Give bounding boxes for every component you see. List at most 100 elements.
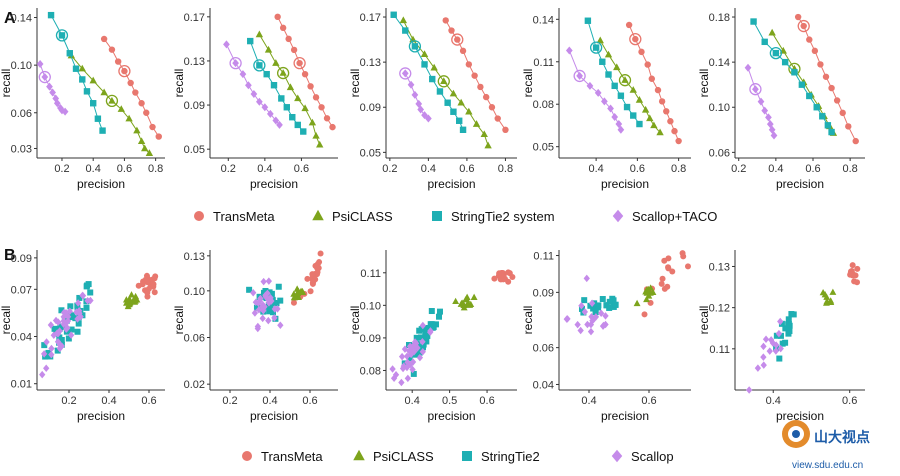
data-point <box>142 276 149 283</box>
y-tick-label: 0.10 <box>11 60 32 72</box>
data-point <box>75 320 82 327</box>
x-axis-title: precision <box>427 177 475 191</box>
data-point <box>58 32 66 39</box>
chart-a-5: 0.06 0.10 0.14 0.18 0.2 0.4 0.6 0.8 precision rec… <box>697 8 865 191</box>
data-point <box>308 118 317 126</box>
data-point <box>151 289 158 296</box>
y-tick-label: 0.13 <box>184 251 205 263</box>
data-point <box>470 293 478 300</box>
eye-icon-pupil <box>792 430 800 438</box>
data-point <box>772 49 780 57</box>
data-point <box>781 58 789 66</box>
data-point <box>272 116 280 125</box>
data-point <box>68 326 75 333</box>
data-point <box>754 364 762 372</box>
data-point <box>276 120 283 129</box>
data-point <box>79 76 86 83</box>
data-point <box>471 72 478 79</box>
y-axis-title: recall <box>0 69 13 98</box>
data-point <box>290 46 298 54</box>
legend-key <box>242 451 252 461</box>
data-point <box>606 298 613 305</box>
data-point <box>641 311 648 318</box>
data-point <box>301 104 309 112</box>
data-point <box>436 88 444 95</box>
data-point <box>89 76 97 84</box>
y-tick-label: 0.09 <box>184 100 205 112</box>
legend-label: TransMeta <box>213 209 275 224</box>
data-point <box>300 128 307 135</box>
data-point <box>822 299 830 306</box>
x-tick-label: 0.2 <box>382 163 397 175</box>
data-point <box>509 274 516 281</box>
data-point <box>761 106 769 115</box>
data-point <box>264 45 273 53</box>
data-point <box>430 63 438 71</box>
data-point <box>255 299 262 307</box>
data-point <box>586 81 594 90</box>
data-point <box>775 329 783 338</box>
data-point <box>752 85 759 94</box>
data-point <box>128 291 135 298</box>
highlight-ring <box>38 70 51 84</box>
data-point <box>436 308 443 315</box>
highlight-ring <box>618 74 632 87</box>
data-point <box>604 50 613 58</box>
y-axis-title: recall <box>172 306 186 335</box>
data-point <box>53 99 61 108</box>
data-point <box>412 351 419 358</box>
highlight-ring <box>105 94 119 108</box>
data-point <box>58 307 65 314</box>
data-point <box>265 316 272 325</box>
legend-label: TransMeta <box>261 449 323 464</box>
data-point <box>821 291 829 298</box>
data-point <box>423 338 430 345</box>
data-point <box>611 82 618 90</box>
data-point <box>599 296 606 303</box>
data-point <box>782 325 789 332</box>
y-axis-title: recall <box>697 69 711 98</box>
data-point <box>121 67 128 75</box>
data-point <box>150 283 157 290</box>
highlight-ring <box>229 56 242 70</box>
data-point <box>429 324 436 331</box>
data-point <box>806 36 813 43</box>
legend-a: TransMeta PsiCLASS StringTie2 system Scallo… <box>194 209 717 224</box>
data-point <box>484 141 492 149</box>
data-point <box>472 120 481 127</box>
series-line <box>103 38 160 137</box>
data-point <box>76 294 83 301</box>
data-point <box>448 27 455 34</box>
data-point <box>290 299 297 306</box>
data-point <box>250 288 257 297</box>
data-point <box>786 328 793 335</box>
x-tick-label: 0.6 <box>479 395 494 407</box>
data-point <box>776 355 783 362</box>
x-tick-label: 0.4 <box>86 163 101 175</box>
data-point <box>145 149 154 156</box>
data-point <box>411 90 419 99</box>
plots-group: 0.03 0.06 0.10 0.14 0.2 0.4 0.6 0.8 precision rec… <box>0 8 865 423</box>
data-point <box>262 292 269 301</box>
data-point <box>51 325 58 332</box>
data-point <box>41 350 48 358</box>
chart-b-3: 0.08 0.09 0.10 0.11 0.4 0.5 0.6 precision recall <box>348 250 517 423</box>
data-point <box>648 75 656 82</box>
data-point <box>411 43 419 50</box>
highlight-ring <box>55 29 69 42</box>
data-point <box>488 104 496 111</box>
data-point <box>425 114 432 123</box>
data-point <box>632 35 639 43</box>
data-point <box>406 347 413 355</box>
data-point <box>460 304 468 311</box>
data-point <box>574 320 581 329</box>
data-point <box>307 83 314 90</box>
data-point <box>60 317 67 325</box>
data-point <box>422 330 429 337</box>
chart-a-1: 0.03 0.06 0.10 0.14 0.2 0.4 0.6 0.8 precision rec… <box>0 8 165 191</box>
x-tick-label: 0.8 <box>671 163 686 175</box>
y-axis-title: recall <box>521 69 535 98</box>
data-point <box>592 309 599 316</box>
x-tick-label: 0.2 <box>61 395 76 407</box>
data-point <box>777 317 784 326</box>
